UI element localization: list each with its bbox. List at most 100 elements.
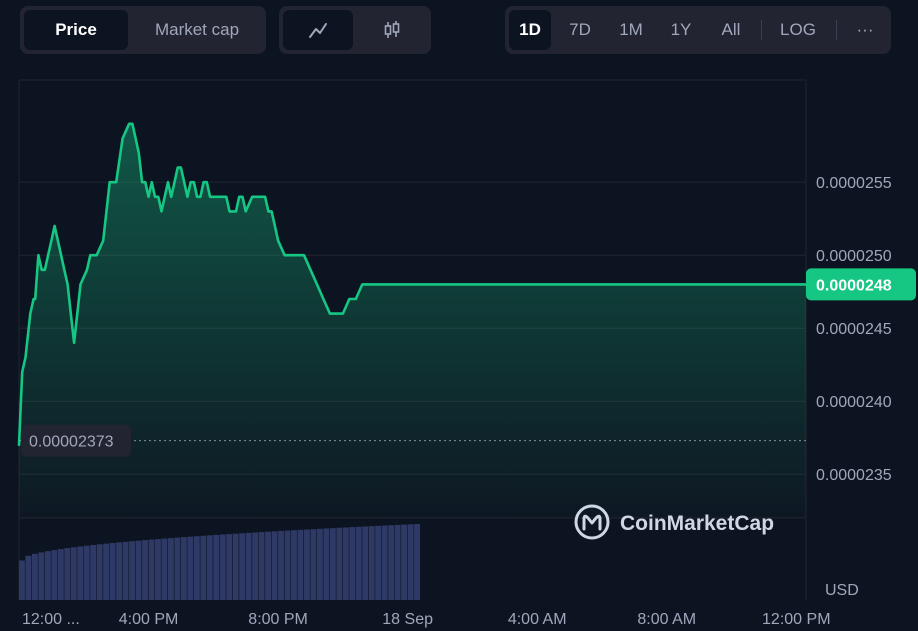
volume-bar	[187, 536, 194, 600]
toolbar-divider	[761, 20, 762, 40]
volume-bar	[271, 531, 278, 600]
volume-bar	[38, 552, 45, 600]
x-axis-labels: 12:00 ... 4:00 PM 8:00 PM 18 Sep 4:00 AM 8:00…	[22, 611, 831, 628]
volume-bar	[394, 524, 401, 600]
volume-bar	[355, 526, 362, 600]
volume-bar	[323, 528, 330, 600]
volume-bar	[291, 530, 297, 600]
volume-bar	[329, 528, 336, 600]
volume-bar	[64, 548, 71, 600]
volume-bar	[388, 525, 395, 600]
price-line	[17, 122, 808, 447]
volume-bar	[407, 524, 414, 600]
y-tick-label: 0.0000245	[816, 321, 892, 338]
current-price-label: 0.0000248	[816, 277, 892, 294]
volume-bar	[349, 527, 356, 600]
volume-bar	[284, 530, 291, 600]
volume-bar	[44, 551, 51, 600]
volume-bar	[148, 539, 155, 600]
volume-bar	[258, 532, 265, 600]
volume-bar	[70, 547, 77, 600]
volume-bar	[174, 537, 181, 600]
volume-bar	[31, 553, 38, 600]
tab-range-1y[interactable]: 1Y	[670, 20, 692, 39]
volume-bar	[77, 546, 84, 600]
volume-bar	[206, 535, 213, 600]
volume-bar	[90, 544, 97, 600]
x-tick-label: 12:00 ...	[22, 611, 80, 628]
volume-bar	[122, 541, 129, 600]
volume-bar	[19, 560, 25, 600]
volume-bar	[142, 540, 148, 600]
tab-price[interactable]: Price	[24, 10, 128, 50]
volume-bar	[368, 526, 375, 600]
y-tick-label: 0.0000240	[816, 394, 892, 411]
volume-bar	[161, 538, 168, 600]
x-tick-label: 4:00 PM	[119, 611, 179, 628]
range-tab-group: 1D 7D 1M 1Y All LOG ···	[505, 6, 891, 54]
volume-bar	[109, 543, 116, 600]
y-tick-label: 0.0000250	[816, 248, 892, 265]
tab-range-all[interactable]: All	[721, 20, 741, 39]
line-chart-icon	[309, 23, 327, 38]
volume-bar	[116, 542, 123, 600]
volume-bar	[414, 524, 420, 600]
currency-label: USD	[825, 582, 859, 599]
volume-bar	[278, 530, 284, 600]
volume-bar	[135, 540, 142, 600]
x-tick-label: 8:00 PM	[248, 611, 308, 628]
volume-bar	[342, 527, 349, 600]
coinmarketcap-logo-icon	[574, 504, 610, 540]
volume-bar	[213, 534, 220, 600]
x-tick-label: 18 Sep	[382, 611, 433, 628]
volume-bar	[381, 525, 388, 600]
volume-bar	[25, 555, 32, 600]
watermark: CoinMarketCap	[574, 504, 774, 540]
price-area-fill	[19, 123, 806, 519]
volume-bar	[336, 527, 343, 600]
candlestick-icon	[384, 21, 400, 38]
x-tick-label: 8:00 AM	[637, 611, 696, 628]
volume-bar	[252, 532, 259, 600]
volume-bar	[232, 533, 239, 600]
volume-bar	[167, 538, 174, 600]
y-tick-label: 0.0000235	[816, 467, 892, 484]
toolbar-divider	[836, 20, 837, 40]
tab-range-1d[interactable]: 1D	[509, 10, 551, 50]
volume-bar	[219, 534, 226, 600]
volume-bar	[96, 544, 103, 600]
volume-bar	[375, 525, 382, 600]
line-chart-button[interactable]	[283, 10, 353, 50]
start-price-label: 0.00002373	[29, 434, 114, 451]
candlestick-button[interactable]	[357, 10, 427, 50]
volume-bar	[401, 524, 408, 600]
tab-range-7d[interactable]: 7D	[569, 20, 591, 39]
volume-bar	[245, 532, 252, 600]
volume-bar	[51, 550, 58, 600]
log-scale-toggle[interactable]: LOG	[780, 20, 816, 39]
y-axis-labels: 0.0000235 0.0000240 0.0000245 0.0000250 0.00…	[816, 175, 892, 484]
tab-market-cap[interactable]: Market cap	[154, 20, 240, 39]
volume-bar	[200, 535, 207, 600]
volume-bar	[362, 526, 369, 600]
volume-bar	[83, 545, 90, 600]
current-price-tag: 0.0000248	[806, 268, 916, 301]
volume-bar	[239, 533, 246, 600]
metric-tab-group: Price Market cap	[20, 6, 266, 54]
volume-bar	[57, 549, 64, 600]
tab-range-1m[interactable]: 1M	[619, 20, 643, 39]
volume-bar	[316, 528, 323, 600]
volume-bar	[310, 529, 317, 600]
x-tick-label: 4:00 AM	[508, 611, 567, 628]
start-price-tag: 0.00002373	[21, 424, 131, 457]
volume-bar	[265, 531, 272, 600]
volume-bar	[155, 539, 161, 600]
more-options-button[interactable]: ···	[856, 20, 874, 39]
watermark-brand: CoinMarketCap	[620, 512, 774, 535]
volume-bar	[129, 541, 135, 600]
volume-bar	[226, 534, 233, 600]
volume-bar	[193, 536, 200, 600]
volume-bars	[19, 524, 420, 600]
volume-bar	[180, 537, 187, 600]
